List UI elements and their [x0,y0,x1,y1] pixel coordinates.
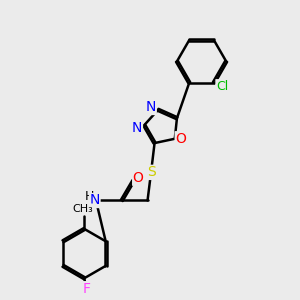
Text: N: N [90,194,100,208]
Text: S: S [147,165,155,179]
Text: Cl: Cl [216,80,228,93]
Text: N: N [146,100,156,115]
Text: N: N [132,121,142,134]
Text: F: F [83,282,91,296]
Text: CH₃: CH₃ [73,204,94,214]
Text: O: O [133,171,144,185]
Text: H: H [84,190,94,203]
Text: O: O [175,132,186,146]
